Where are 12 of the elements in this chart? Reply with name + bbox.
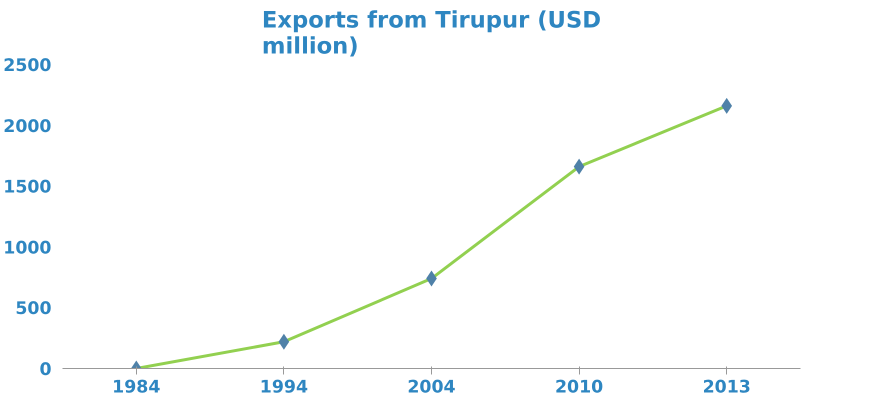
x-tick-label: 2004 — [407, 378, 456, 398]
y-tick-label: 2500 — [3, 56, 52, 76]
y-tick-label: 2000 — [3, 116, 52, 137]
y-tick-label: 0 — [39, 360, 52, 380]
y-tick-label: 1000 — [3, 238, 52, 258]
y-tick-label: 500 — [15, 299, 52, 320]
x-tick-label: 2010 — [554, 378, 604, 398]
x-tick-label: 1984 — [112, 378, 160, 398]
x-tick-label: 2013 — [702, 378, 751, 398]
x-tick-label: 1994 — [260, 378, 308, 398]
chart-title: Exports from Tirupur (USD million) — [262, 8, 602, 60]
y-tick-label: 1500 — [3, 178, 52, 198]
